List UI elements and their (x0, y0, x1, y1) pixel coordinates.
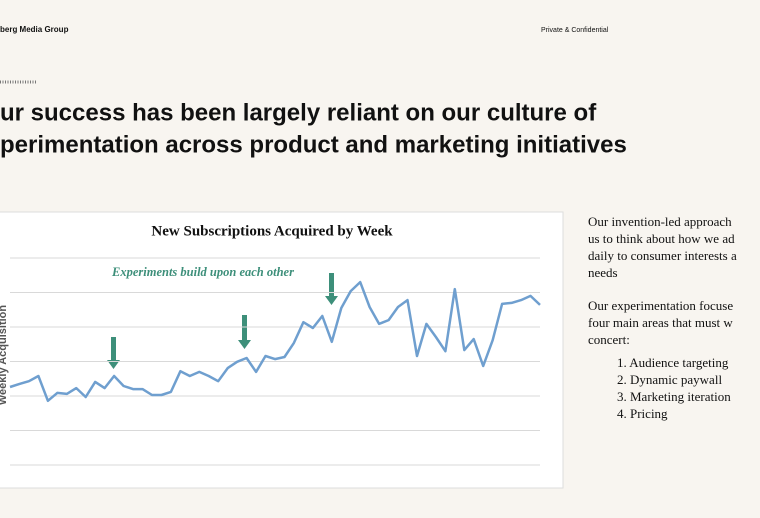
text-line: Our invention-led approach (588, 214, 732, 229)
arrow (329, 273, 334, 297)
text-line: concert: (588, 332, 630, 347)
data-line (9, 280, 541, 403)
arrow-head (325, 296, 338, 305)
text-line: daily to consumer interests a (588, 248, 737, 263)
text-line: us to think about how we ad (588, 231, 735, 246)
arrow-head (107, 360, 120, 369)
sidebar: Our invention-led approach us to think a… (588, 214, 737, 421)
chart-title: New Subscriptions Acquired by Week (151, 223, 393, 239)
headline: ur success has been largely reliant on o… (0, 99, 597, 126)
text-line: needs (588, 265, 618, 280)
text-line: Our experimentation focuse (588, 298, 733, 313)
text-line: four main areas that must w (588, 315, 733, 330)
list-item: 1. Audience targeting (617, 355, 729, 370)
arrows (107, 273, 338, 369)
arrow-head (238, 340, 251, 349)
brand: berg Media Group (0, 25, 69, 34)
list-item: 3. Marketing iteration (617, 389, 731, 404)
list-item: 4. Pricing (617, 406, 668, 421)
y-axis-label: Weekly Acquisition (0, 305, 9, 406)
annotation: Experiments build upon each other (111, 265, 294, 279)
list-item: 2. Dynamic paywall (617, 372, 722, 387)
arrow (111, 337, 116, 361)
confidential: Private & Confidential (541, 27, 609, 34)
arrow (242, 315, 247, 341)
headline: perimentation across product and marketi… (0, 131, 627, 158)
